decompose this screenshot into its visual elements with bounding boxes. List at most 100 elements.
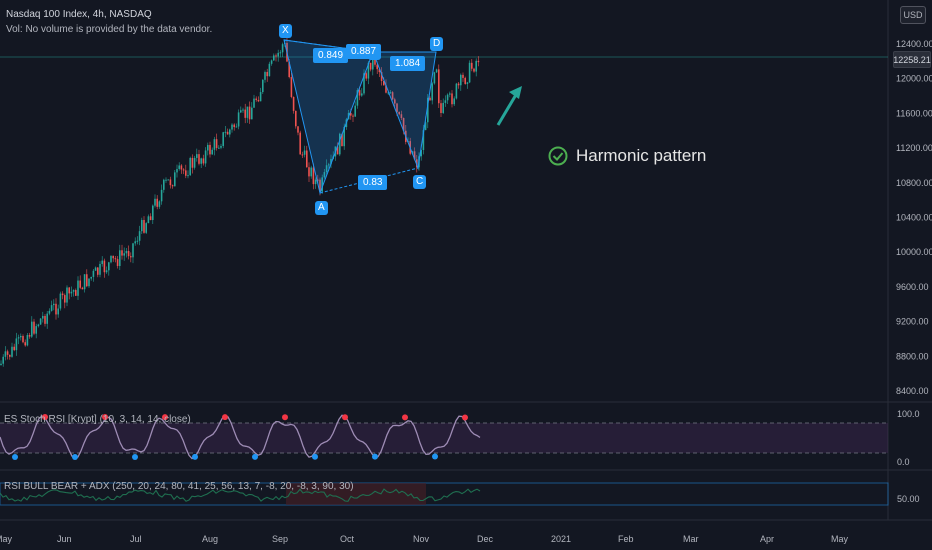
candle-body: [330, 158, 332, 165]
candle-body: [105, 270, 108, 273]
candle-body: [270, 60, 273, 64]
candle-body: [477, 60, 480, 63]
candle-body: [127, 251, 130, 257]
candle-body: [424, 122, 427, 131]
candle-body: [422, 130, 425, 150]
candle-body: [6, 351, 9, 355]
candle-body: [464, 77, 466, 84]
stoch-buy-dot: [252, 453, 258, 460]
candle-body: [33, 321, 35, 334]
candle-body: [229, 129, 231, 135]
candle-body: [103, 260, 106, 273]
candle-body: [244, 109, 246, 118]
candle-body: [134, 241, 136, 244]
stoch-band: [0, 423, 888, 453]
candle-body: [50, 305, 53, 311]
candle-body: [222, 132, 224, 146]
price-axis-label: 12000.00: [896, 74, 932, 84]
stoch-buy-dot: [432, 453, 438, 460]
time-axis-label: Jun: [57, 534, 72, 544]
candle-body: [372, 52, 374, 70]
currency-button[interactable]: USD: [900, 6, 926, 24]
candle-body: [440, 103, 442, 113]
candle-body: [200, 158, 202, 164]
candle-body: [226, 131, 229, 135]
candle-body: [145, 223, 147, 233]
candle-body: [81, 287, 84, 290]
candle-body: [343, 127, 345, 147]
candle-body: [323, 172, 326, 178]
candle-body: [449, 93, 451, 95]
candle-body: [391, 92, 394, 100]
candle-body: [101, 260, 103, 264]
candle-body: [354, 105, 356, 117]
candle-body: [24, 342, 26, 346]
candle-body: [28, 335, 31, 337]
candle-body: [22, 336, 24, 343]
candle-body: [39, 318, 42, 325]
candle-body: [44, 315, 46, 324]
candle-body: [83, 274, 86, 290]
ratio-xab[interactable]: 0.849: [313, 48, 349, 63]
candle-body: [46, 313, 48, 324]
candle-body: [191, 157, 194, 168]
candle-body: [31, 321, 33, 337]
candle-body: [158, 201, 161, 207]
candle-body: [178, 165, 180, 169]
ratio-bd[interactable]: 1.084: [390, 56, 426, 71]
ratio-ac[interactable]: 0.83: [358, 175, 388, 190]
stoch-indicator-label[interactable]: ES Stoch RSI [Krypt] (10, 3, 14, 14, clo…: [4, 414, 191, 425]
harmonic-pattern[interactable]: [283, 39, 437, 195]
candle-body: [457, 83, 460, 86]
candle-body: [13, 346, 15, 351]
candle-body: [257, 99, 260, 102]
price-axis-label: 11200.00: [896, 143, 932, 153]
stoch-signal-dots: [12, 414, 468, 460]
candle-body: [339, 133, 341, 155]
candle-body: [451, 93, 453, 105]
candle-body: [163, 179, 165, 190]
candle-body: [68, 287, 70, 294]
candle-body: [367, 62, 370, 79]
candle-body: [453, 98, 455, 105]
candle-body: [341, 133, 343, 147]
candle-body: [119, 250, 121, 266]
candle-body: [235, 126, 238, 128]
point-c[interactable]: C: [413, 175, 427, 189]
candle-body: [20, 336, 22, 338]
candle-body: [277, 52, 279, 57]
candle-body: [413, 151, 416, 160]
candle-body: [15, 338, 18, 351]
check-circle-icon: [548, 146, 568, 166]
candle-body: [156, 198, 158, 207]
candle-body: [86, 274, 88, 287]
candle-body: [402, 118, 405, 131]
rsi-adx-indicator-label[interactable]: RSI BULL BEAR + ADX (250, 20, 24, 80, 41…: [4, 481, 354, 492]
price-axis-label: 9600.00: [896, 282, 929, 292]
stoch-buy-dot: [132, 453, 138, 460]
candle-body: [358, 90, 361, 96]
harmonic-annotation[interactable]: Harmonic pattern: [548, 146, 706, 166]
candle-body: [0, 363, 2, 365]
point-x[interactable]: X: [279, 24, 292, 38]
candle-body: [312, 167, 315, 185]
price-axis-label: 11600.00: [896, 108, 932, 118]
ratio-b[interactable]: 0.887: [346, 44, 382, 59]
point-a[interactable]: A: [315, 201, 328, 215]
candle-body: [281, 44, 284, 53]
candle-body: [35, 326, 37, 334]
time-axis-label: Feb: [618, 534, 634, 544]
candle-body: [389, 92, 392, 94]
candle-body: [299, 132, 301, 155]
chart-title: Nasdaq 100 Index, 4h, NASDAQ: [6, 9, 152, 20]
candle-body: [325, 165, 328, 173]
candle-body: [350, 113, 352, 116]
point-d[interactable]: D: [430, 37, 444, 51]
price-axis-label: 10400.00: [896, 213, 932, 223]
candle-body: [149, 216, 152, 221]
candle-body: [215, 139, 218, 148]
candle-body: [180, 165, 183, 170]
candle-body: [185, 170, 187, 176]
rsi-bull-bear-line: [0, 488, 481, 502]
